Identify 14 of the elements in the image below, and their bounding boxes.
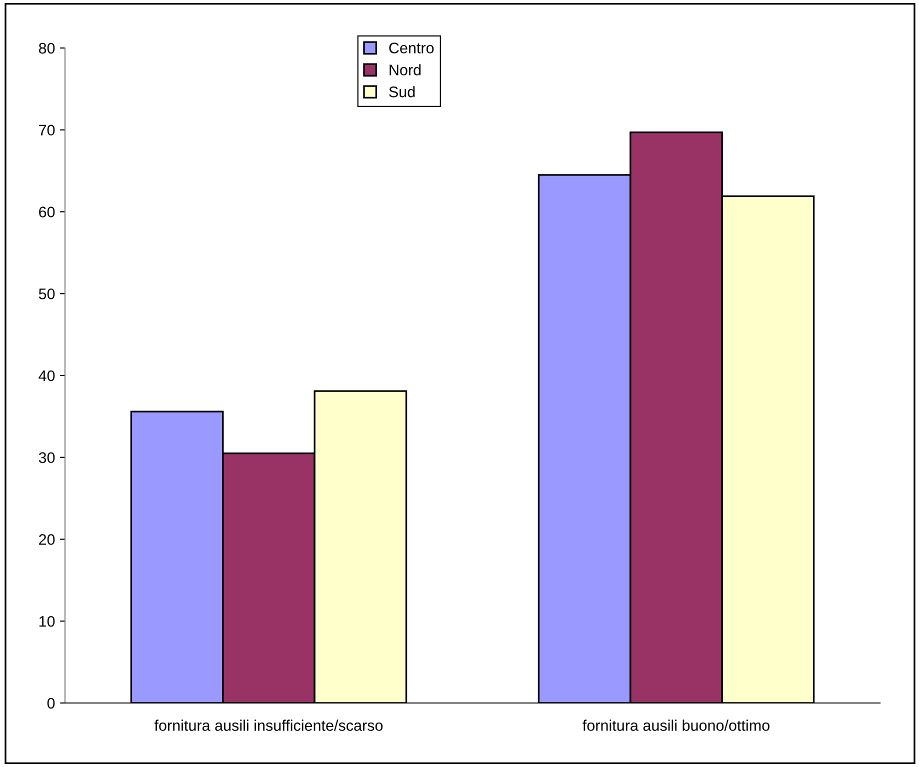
y-tick-label: 70: [39, 124, 55, 136]
legend-label: Centro: [389, 42, 434, 54]
y-tick-label: 0: [47, 698, 55, 709]
legend-label: Sud: [389, 86, 415, 98]
legend-label: Nord: [390, 64, 421, 76]
y-tick-label: 50: [38, 288, 55, 300]
y-tick-label: 60: [39, 206, 55, 218]
y-tick-label: 80: [38, 42, 55, 54]
x-tick-label: fornitura ausili insufficiente/scarso: [154, 720, 383, 731]
y-tick-label: 30: [38, 452, 55, 464]
y-tick-label: 10: [39, 616, 55, 627]
x-tick-label: fornitura ausili buono/ottimo: [582, 720, 770, 731]
y-tick-label: 20: [39, 534, 55, 545]
y-tick-label: 40: [38, 370, 55, 382]
